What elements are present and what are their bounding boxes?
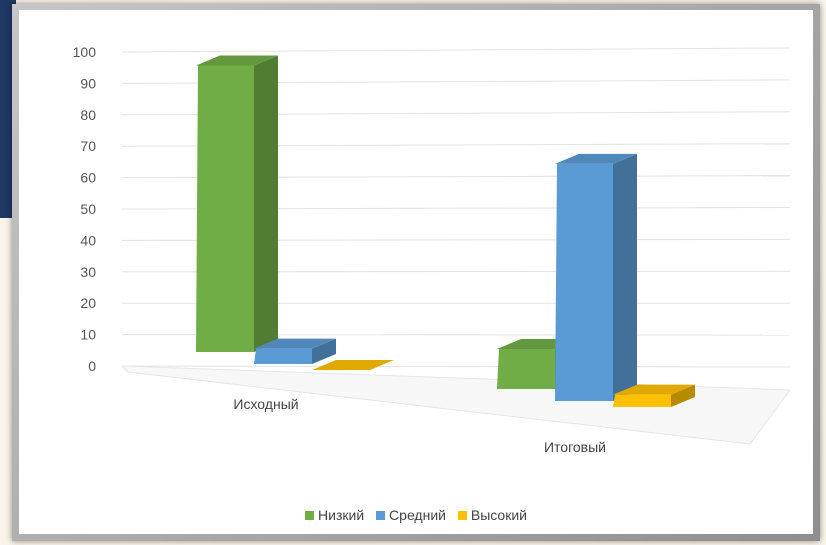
y-tick-label: 60 [80, 170, 96, 186]
legend-item-medium: Средний [376, 507, 446, 523]
bar [555, 163, 613, 401]
legend-item-high: Высокий [457, 507, 527, 523]
y-tick-label: 100 [73, 44, 97, 60]
bar [613, 394, 671, 407]
bar [497, 348, 555, 389]
bar-side [671, 384, 695, 407]
y-tick-label: 70 [80, 138, 96, 154]
chart-plot: 0 10 20 30 40 50 60 70 80 90 100 Исходный Итоговый [73, 44, 791, 455]
bar [196, 65, 254, 352]
legend: Низкий Средний Высокий [19, 507, 813, 523]
category-label: Исходный [233, 396, 298, 412]
bar-top [196, 55, 278, 66]
gridline [121, 365, 791, 368]
bar-top [254, 338, 336, 349]
y-tick-label: 50 [80, 201, 96, 217]
legend-swatch-medium [376, 511, 386, 520]
bar-top [613, 384, 695, 395]
y-tick-label: 30 [80, 264, 96, 280]
y-tick-label: 20 [80, 295, 96, 311]
legend-swatch-low [305, 511, 315, 520]
legend-item-low: Низкий [305, 507, 364, 523]
bar-side [254, 55, 278, 353]
legend-label-medium: Средний [389, 507, 446, 523]
bar-top [312, 360, 394, 370]
chart-floor [120, 365, 791, 445]
chart-panel: 0 10 20 30 40 50 60 70 80 90 100 Исходный Итоговый Н… [19, 10, 813, 534]
legend-label-low: Низкий [318, 507, 365, 523]
y-tick-label: 80 [80, 107, 96, 123]
y-tick-label: 10 [80, 327, 96, 343]
gridline [121, 47, 791, 53]
bar-side [312, 338, 336, 364]
y-tick-label: 90 [80, 75, 96, 91]
legend-swatch-high [457, 511, 467, 520]
bar-side [613, 153, 637, 401]
bar [254, 348, 312, 364]
legend-label-high: Высокий [470, 507, 527, 523]
category-label: Итоговый [544, 439, 606, 455]
y-tick-label: 0 [88, 358, 96, 374]
bar-top [555, 153, 637, 164]
y-tick-label: 40 [80, 232, 96, 248]
